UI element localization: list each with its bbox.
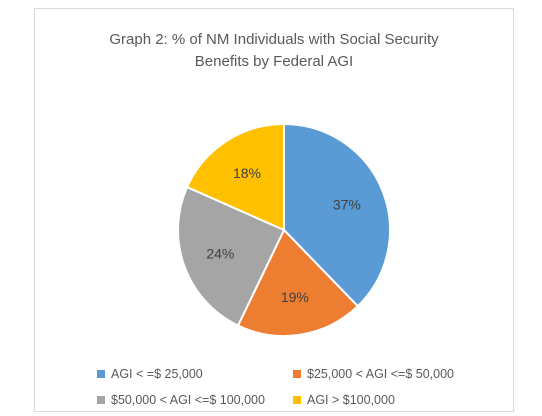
pie-slice-agi-over-100k	[185, 122, 285, 232]
chart-area: Graph 2: % of NM Individuals with Social…	[34, 8, 514, 412]
pie-slice-agi-25k-50k	[236, 228, 360, 337]
legend-label-agi-under-25k: AGI < =$ 25,000	[111, 367, 203, 381]
data-label-agi-25k-50k: 19%	[281, 289, 309, 305]
chart-title: Graph 2: % of NM Individuals with Social…	[35, 29, 513, 73]
legend-swatch-agi-50k-100k	[97, 396, 105, 404]
legend-label-agi-over-100k: AGI > $100,000	[307, 393, 395, 407]
legend-item-agi-25k-50k: $25,000 < AGI <=$ 50,000	[293, 367, 454, 381]
legend-label-agi-50k-100k: $50,000 < AGI <=$ 100,000	[111, 393, 265, 407]
legend-label-agi-25k-50k: $25,000 < AGI <=$ 50,000	[307, 367, 455, 381]
legend-item-agi-50k-100k: $50,000 < AGI <=$ 100,000	[97, 393, 265, 407]
legend-item-agi-over-100k: AGI > $100,000	[293, 393, 395, 407]
pie-chart: 37% 19% 24% 18%	[177, 122, 391, 337]
legend-item-agi-under-25k: AGI < =$ 25,000	[97, 367, 203, 381]
data-label-agi-under-25k: 37%	[333, 197, 361, 213]
pie-slice-agi-50k-100k	[177, 185, 286, 327]
legend-swatch-agi-over-100k	[293, 396, 301, 404]
data-label-agi-50k-100k: 24%	[206, 245, 234, 261]
legend-swatch-agi-25k-50k	[293, 370, 301, 378]
pie-slice-agi-under-25k	[283, 122, 391, 308]
chart-title-line-2: Benefits by Federal AGI	[194, 53, 354, 70]
chart-title-line-1: Graph 2: % of NM Individuals with Social…	[109, 31, 439, 48]
data-label-agi-over-100k: 18%	[233, 165, 261, 181]
legend-swatch-agi-under-25k	[97, 370, 105, 378]
